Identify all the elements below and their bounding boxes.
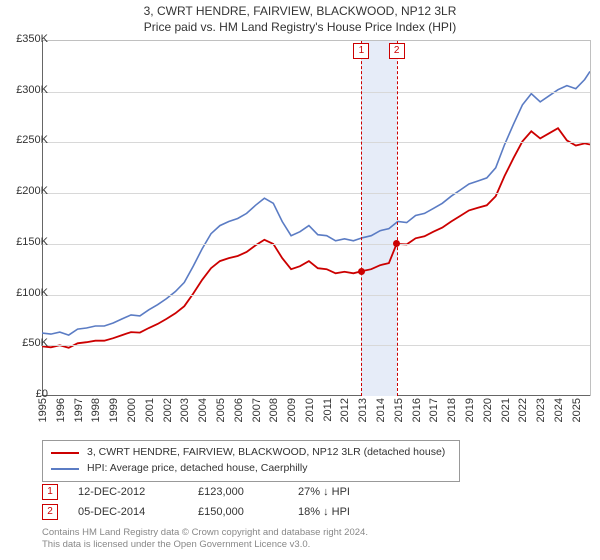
x-tick-label: 2007 [251,398,263,422]
x-tick-label: 2008 [268,398,280,422]
x-tick-label: 2006 [233,398,245,422]
x-tick-label: 2025 [571,398,583,422]
x-tick-label: 2009 [286,398,298,422]
x-tick-label: 2011 [322,398,334,422]
footer-line: Contains HM Land Registry data © Crown c… [42,527,562,539]
y-tick-label: £100K [8,287,48,299]
series-property [42,128,590,348]
x-tick-label: 2021 [500,398,512,422]
x-tick-label: 2023 [535,398,547,422]
x-tick-label: 1999 [108,398,120,422]
sale-row-date: 05-DEC-2014 [78,506,198,518]
x-tick-label: 2010 [304,398,316,422]
x-tick-label: 2017 [428,398,440,422]
x-tick-label: 2000 [126,398,138,422]
sale-row: 1 12-DEC-2012£123,00027% ↓ HPI [42,482,408,502]
sale-point [358,268,365,275]
legend-row: 3, CWRT HENDRE, FAIRVIEW, BLACKWOOD, NP1… [51,445,451,461]
legend-row: HPI: Average price, detached house, Caer… [51,461,451,477]
legend-swatch [51,452,79,454]
sale-row-price: £123,000 [198,486,298,498]
sale-vline [397,41,398,396]
x-tick-label: 2014 [375,398,387,422]
sale-row-pct: 18% ↓ HPI [298,506,408,518]
x-tick-label: 1996 [55,398,67,422]
x-tick-label: 2018 [446,398,458,422]
gridline-h [42,193,590,194]
x-tick-label: 2016 [411,398,423,422]
y-tick-label: £350K [8,33,48,45]
y-tick-label: £300K [8,84,48,96]
footer-attribution: Contains HM Land Registry data © Crown c… [42,527,562,552]
x-tick-label: 2013 [357,398,369,422]
x-tick-label: 2024 [553,398,565,422]
chart-title: 3, CWRT HENDRE, FAIRVIEW, BLACKWOOD, NP1… [0,0,600,20]
sale-row-date: 12-DEC-2012 [78,486,198,498]
sale-marker: 1 [353,43,369,59]
sale-row-marker: 2 [42,504,58,520]
sale-row-pct: 27% ↓ HPI [298,486,408,498]
footer-line: This data is licensed under the Open Gov… [42,539,562,551]
legend: 3, CWRT HENDRE, FAIRVIEW, BLACKWOOD, NP1… [42,440,460,482]
chart-area: 12 [42,40,591,396]
sales-table: 1 12-DEC-2012£123,00027% ↓ HPI 2 05-DEC-201… [42,482,408,522]
sale-marker: 2 [389,43,405,59]
y-tick-label: £150K [8,236,48,248]
x-tick-label: 2004 [197,398,209,422]
x-tick-label: 2019 [464,398,476,422]
sale-vline [361,41,362,396]
y-tick-label: £200K [8,185,48,197]
sale-row-marker: 1 [42,484,58,500]
sale-row: 2 05-DEC-2014£150,00018% ↓ HPI [42,502,408,522]
x-tick-label: 2020 [482,398,494,422]
x-tick-label: 1997 [73,398,85,422]
gridline-h [42,345,590,346]
y-tick-label: £250K [8,134,48,146]
gridline-h [42,244,590,245]
x-tick-label: 1995 [37,398,49,422]
chart-lines [42,41,590,396]
gridline-h [42,142,590,143]
x-tick-label: 2002 [162,398,174,422]
x-tick-label: 2005 [215,398,227,422]
chart-subtitle: Price paid vs. HM Land Registry's House … [0,20,600,36]
gridline-h [42,92,590,93]
legend-label: HPI: Average price, detached house, Caer… [87,461,307,477]
x-tick-label: 2012 [339,398,351,422]
y-tick-label: £50K [8,337,48,349]
x-tick-label: 2003 [179,398,191,422]
x-tick-label: 2022 [517,398,529,422]
x-tick-label: 1998 [90,398,102,422]
legend-swatch [51,468,79,470]
x-tick-label: 2015 [393,398,405,422]
gridline-h [42,295,590,296]
x-tick-label: 2001 [144,398,156,422]
legend-label: 3, CWRT HENDRE, FAIRVIEW, BLACKWOOD, NP1… [87,445,445,461]
sale-row-price: £150,000 [198,506,298,518]
